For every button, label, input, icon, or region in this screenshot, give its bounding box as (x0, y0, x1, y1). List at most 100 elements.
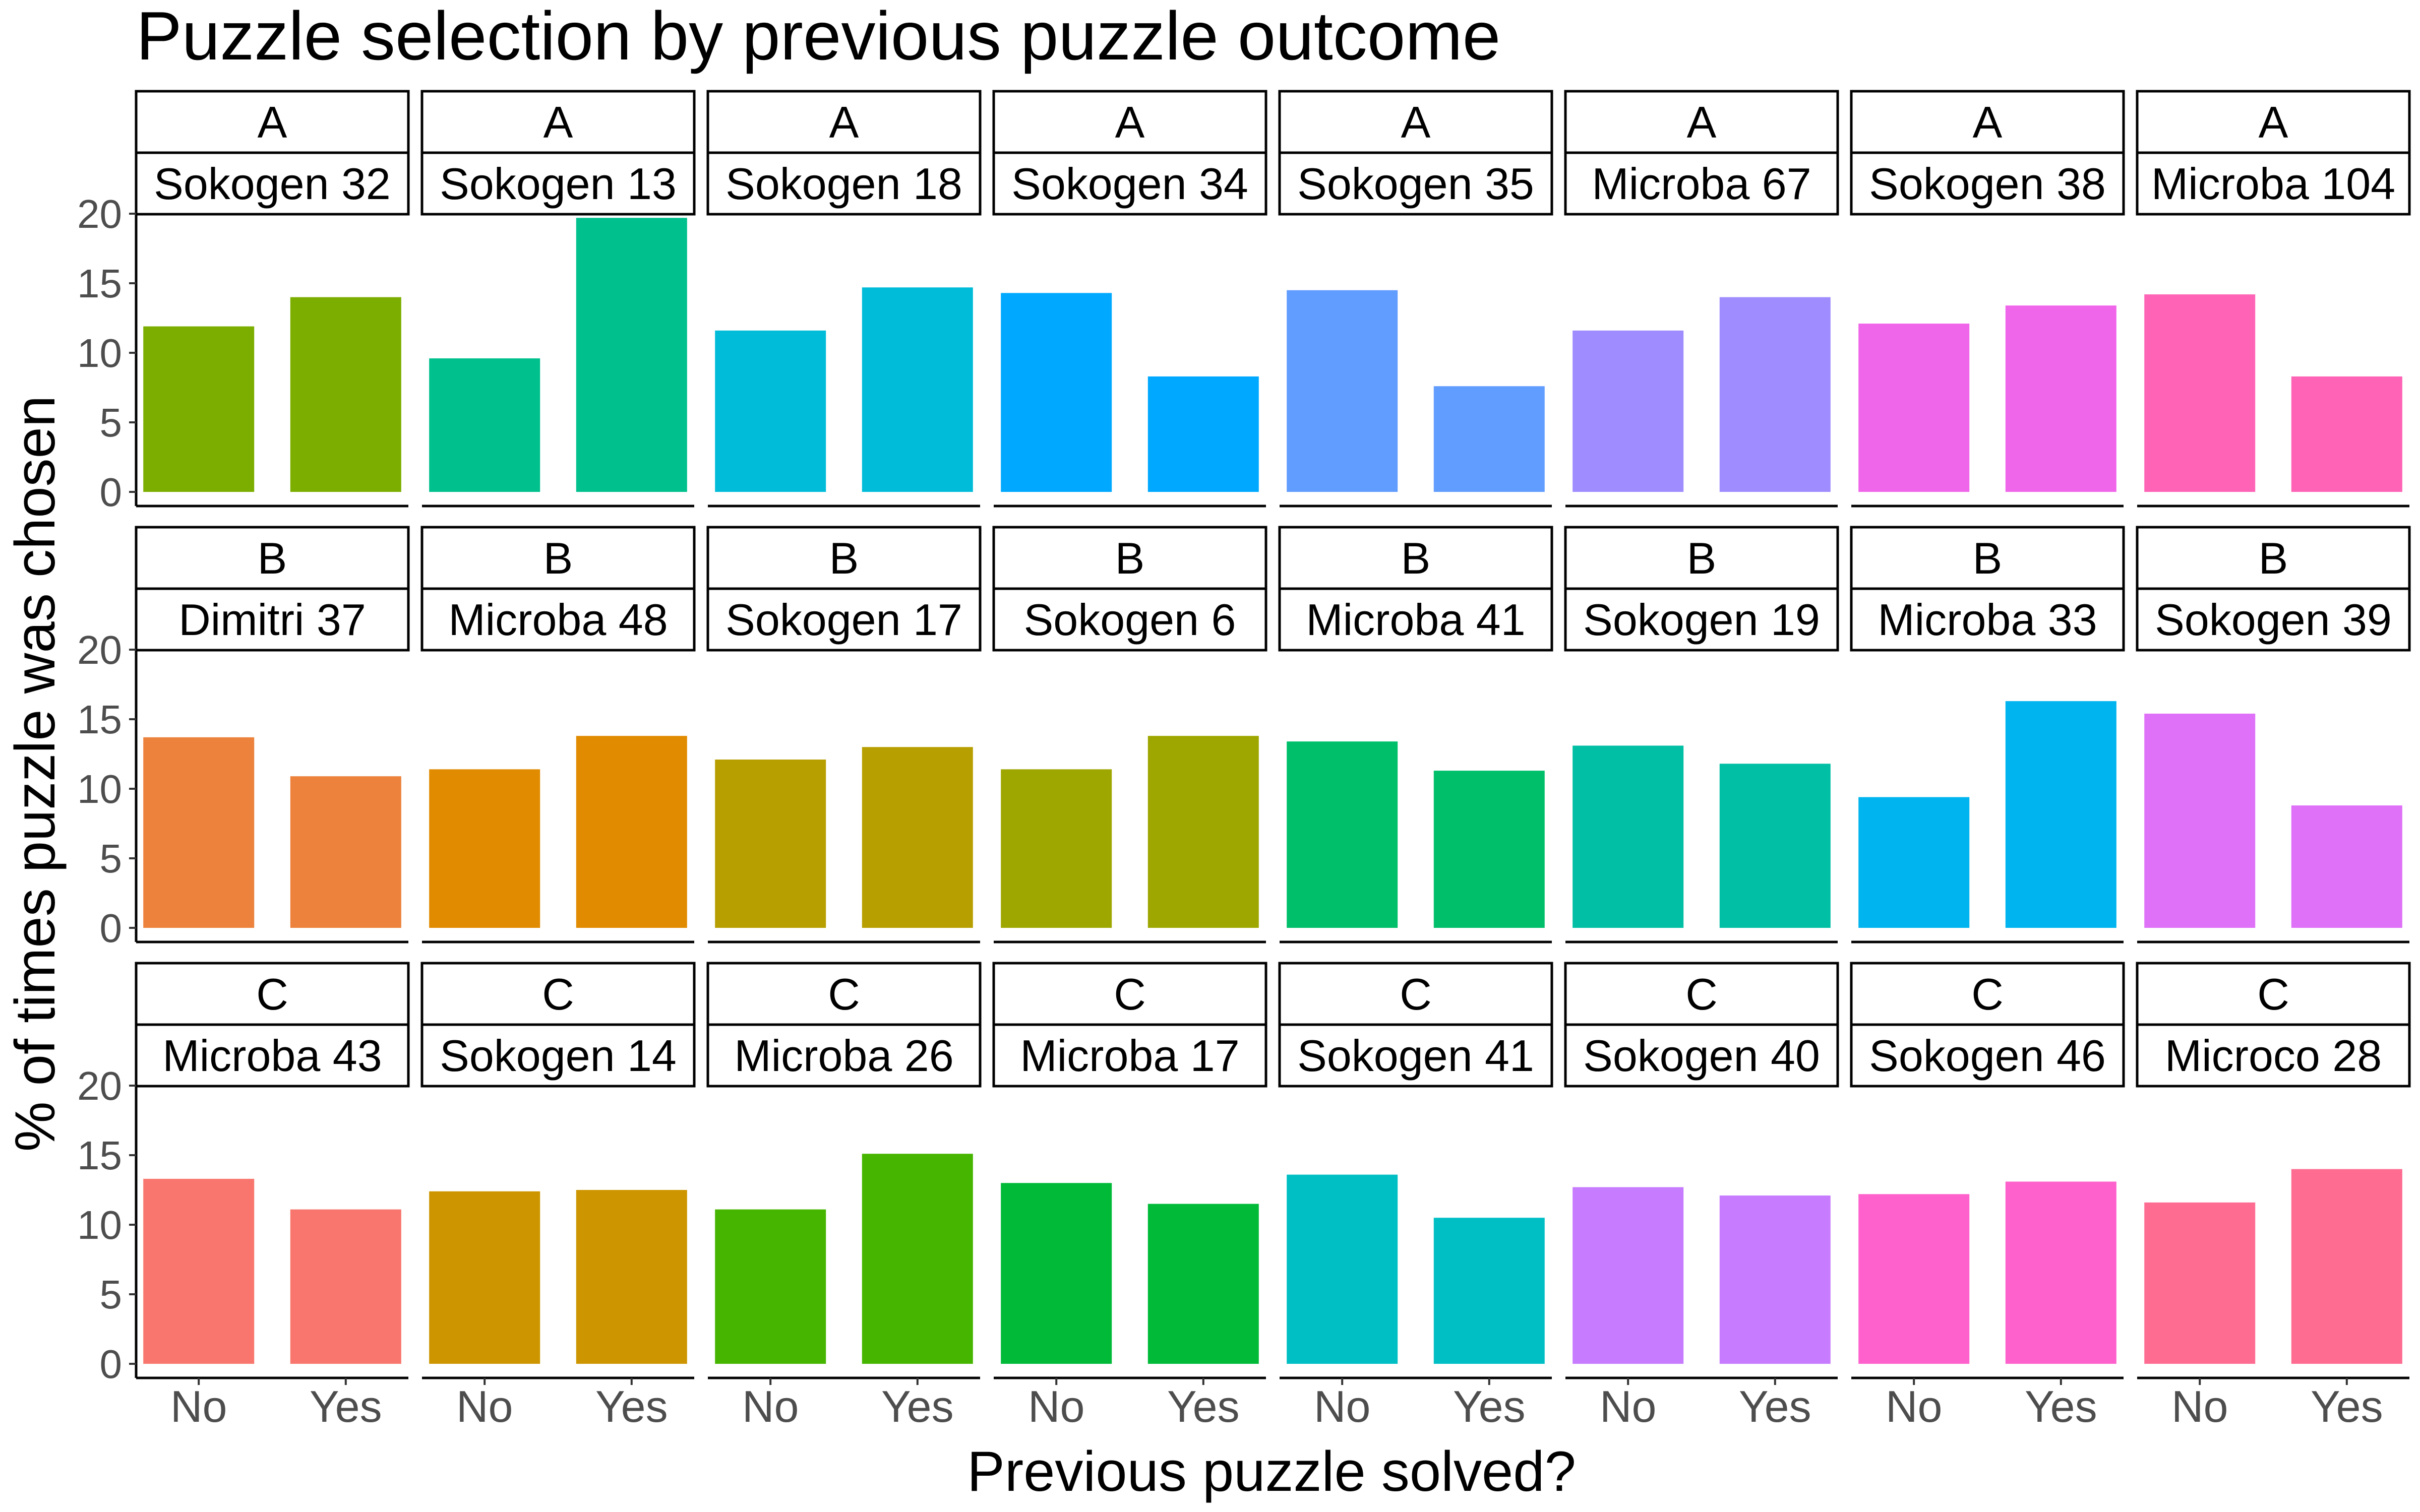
facet-strip-puzzle (420, 151, 696, 216)
facet-panel: C Sokogen 14 No Yes (420, 962, 696, 1431)
facet-puzzle-label: Sokogen 17 (725, 595, 962, 645)
bar-yes (1147, 376, 1259, 492)
bar-no (1858, 1194, 1970, 1364)
facet-strip-group (420, 962, 696, 1026)
y-tick-label: 20 (77, 627, 122, 672)
facet-group-label: A (2259, 97, 2288, 147)
facet-group-label: A (1115, 97, 1145, 147)
facet-panel: B Dimitri 37 0 5 10 15 20 (77, 526, 410, 951)
facet-strip-puzzle (1564, 151, 1839, 216)
facet-panel: B Microba 48 (420, 526, 696, 943)
facet-group-label: B (1115, 533, 1145, 583)
facet-panel: A Sokogen 32 0 5 10 15 20 (77, 90, 410, 515)
x-tick-label: No (456, 1381, 513, 1431)
y-tick-label: 0 (100, 470, 123, 515)
facet-panel: A Sokogen 13 (420, 90, 696, 508)
bar-yes (2005, 305, 2116, 492)
chart-title: Puzzle selection by previous puzzle outc… (136, 0, 1500, 74)
x-tick-label: Yes (1739, 1381, 1811, 1431)
facet-panel: B Sokogen 17 (706, 526, 982, 943)
bar-yes (862, 747, 973, 928)
facet-strip-group (1564, 962, 1839, 1026)
x-tick-label: No (1600, 1381, 1657, 1431)
facet-panel: B Microba 33 (1850, 526, 2125, 943)
y-tick-label: 0 (100, 1342, 123, 1387)
facet-strip-puzzle (420, 587, 696, 652)
facet-panel: B Sokogen 19 (1564, 526, 1839, 943)
y-tick-label: 15 (77, 697, 122, 742)
bar-no (1001, 1183, 1112, 1364)
facet-strip-group (1564, 90, 1839, 154)
facet-panel: C Sokogen 40 No Yes (1564, 962, 1839, 1431)
bar-yes (2005, 701, 2116, 928)
facet-panel: B Sokogen 6 (992, 526, 1267, 943)
bar-yes (576, 1190, 687, 1364)
facet-group-label: A (1401, 97, 1431, 147)
facet-strip-puzzle (420, 1023, 696, 1088)
y-tick-label: 10 (77, 1203, 122, 1247)
facet-strip-group (2136, 526, 2411, 590)
facet-group-label: A (829, 97, 859, 147)
x-tick-label: Yes (310, 1381, 382, 1431)
bar-no (143, 326, 255, 492)
facet-puzzle-label: Microba 41 (1306, 595, 1525, 645)
bar-yes (1719, 297, 1831, 492)
bar-no (143, 1178, 255, 1364)
facet-strip-puzzle (992, 1023, 1267, 1088)
facet-strip-group (2136, 962, 2411, 1026)
facet-strip-puzzle (1278, 587, 1553, 652)
facet-panel: C Microba 26 No Yes (706, 962, 982, 1431)
bar-no (143, 737, 255, 928)
x-tick-label: Yes (2311, 1381, 2383, 1431)
y-tick-label: 15 (77, 261, 122, 306)
y-axis-label: % of times puzzle was chosen (4, 396, 67, 1152)
facet-puzzle-label: Sokogen 40 (1583, 1031, 1820, 1081)
facet-group-label: B (1401, 533, 1431, 583)
bar-no (715, 1209, 826, 1364)
facet-panel: A Sokogen 35 (1278, 90, 1553, 508)
facet-strip-group (2136, 90, 2411, 154)
facet-grid: A Sokogen 32 0 5 10 15 20 A Sokogen 13 A Sokogen 1… (77, 90, 2411, 1431)
facet-puzzle-label: Sokogen 34 (1011, 159, 1248, 209)
facet-puzzle-label: Sokogen 38 (1869, 159, 2106, 209)
bar-no (2144, 1202, 2256, 1364)
bar-yes (290, 1209, 401, 1364)
facet-puzzle-label: Dimitri 37 (178, 595, 366, 645)
y-tick-label: 15 (77, 1133, 122, 1178)
facet-strip-group (706, 526, 982, 590)
facet-strip-puzzle (992, 587, 1267, 652)
bar-no (429, 358, 540, 492)
facet-strip-group (1278, 90, 1553, 154)
y-tick-label: 10 (77, 331, 122, 375)
facet-puzzle-label: Microba 67 (1592, 159, 1811, 209)
bar-yes (1147, 736, 1259, 928)
bar-no (715, 330, 826, 492)
facet-panel: C Sokogen 41 No Yes (1278, 962, 1553, 1431)
facet-panel: C Sokogen 46 No Yes (1850, 962, 2125, 1431)
facet-strip-puzzle (1850, 587, 2125, 652)
facet-strip-group (706, 90, 982, 154)
y-tick-label: 5 (100, 1272, 123, 1317)
bar-no (1858, 797, 1970, 928)
x-tick-label: No (1314, 1381, 1371, 1431)
y-tick-label: 5 (100, 836, 123, 881)
bar-yes (290, 297, 401, 492)
facet-puzzle-label: Microba 104 (2151, 159, 2395, 209)
facet-strip-puzzle (2136, 151, 2411, 216)
facet-puzzle-label: Sokogen 39 (2155, 595, 2392, 645)
x-tick-label: No (1886, 1381, 1943, 1431)
bar-no (429, 769, 540, 928)
facet-strip-group (1278, 526, 1553, 590)
facet-puzzle-label: Sokogen 35 (1297, 159, 1534, 209)
facet-panel: C Microba 43 No Yes 0 5 10 15 20 (77, 962, 410, 1431)
facet-puzzle-label: Sokogen 6 (1024, 595, 1236, 645)
x-tick-label: Yes (595, 1381, 668, 1431)
x-tick-label: Yes (1453, 1381, 1526, 1431)
facet-strip-puzzle (2136, 587, 2411, 652)
bar-yes (1719, 1195, 1831, 1364)
bar-no (1287, 741, 1398, 928)
facet-strip-puzzle (706, 587, 982, 652)
facet-strip-puzzle (2136, 1023, 2411, 1088)
facet-puzzle-label: Microba 48 (448, 595, 668, 645)
